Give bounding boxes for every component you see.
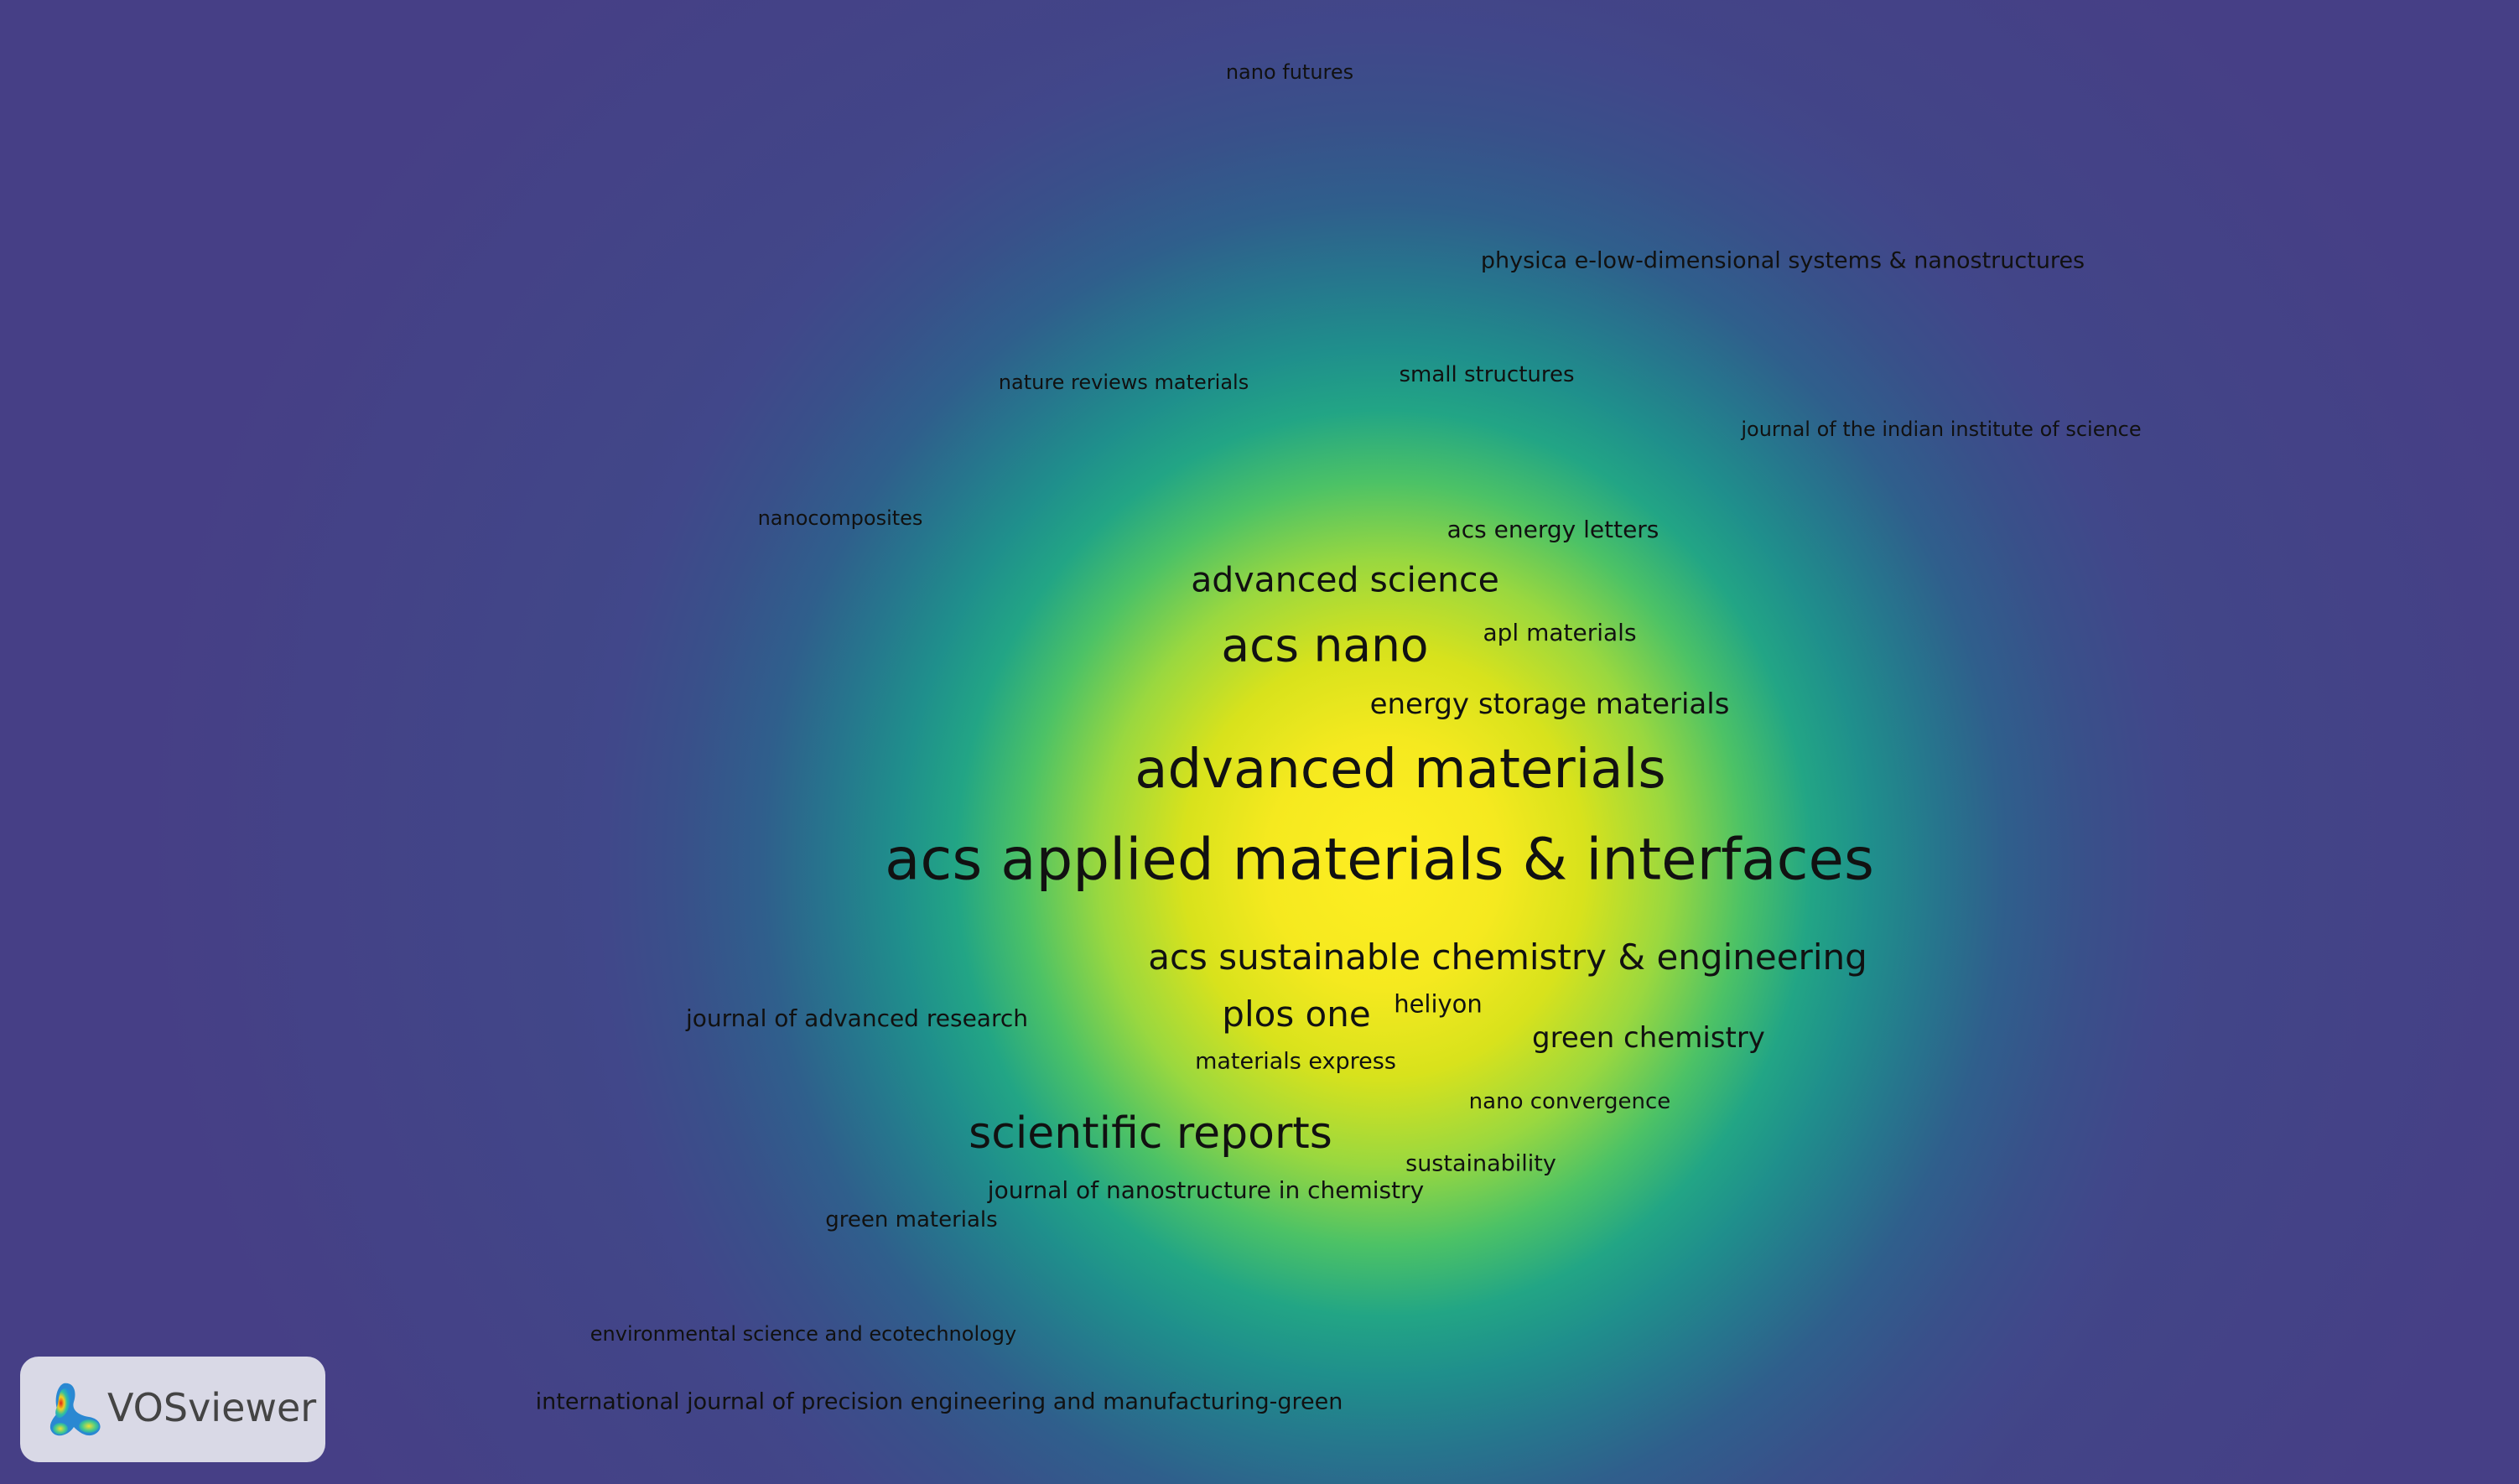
map-label-small-structures[interactable]: small structures xyxy=(1399,362,1575,387)
vosviewer-logo-icon xyxy=(49,1383,101,1436)
map-label-acs-nano[interactable]: acs nano xyxy=(1221,618,1429,672)
map-label-journal-of-nanostructure-in-chemistry[interactable]: journal of nanostructure in chemistry xyxy=(987,1176,1425,1204)
map-label-nano-convergence[interactable]: nano convergence xyxy=(1468,1089,1671,1114)
vosviewer-logo-text: VOSviewer xyxy=(107,1385,317,1430)
map-label-plos-one[interactable]: plos one xyxy=(1222,994,1371,1035)
map-label-scientific-reports[interactable]: scientific reports xyxy=(969,1108,1332,1159)
map-label-journal-of-advanced-research[interactable]: journal of advanced research xyxy=(686,1004,1028,1032)
map-label-advanced-materials[interactable]: advanced materials xyxy=(1135,739,1666,801)
map-label-materials-express[interactable]: materials express xyxy=(1195,1048,1396,1075)
map-label-nature-reviews-materials[interactable]: nature reviews materials xyxy=(998,371,1249,394)
map-label-green-chemistry[interactable]: green chemistry xyxy=(1532,1021,1765,1055)
map-label-apl-materials[interactable]: apl materials xyxy=(1483,619,1637,646)
map-label-international-journal-precision-engineering[interactable]: international journal of precision engin… xyxy=(535,1388,1343,1415)
map-label-nano-futures[interactable]: nano futures xyxy=(1225,60,1354,84)
map-label-advanced-science[interactable]: advanced science xyxy=(1191,559,1499,600)
map-label-journal-indian-institute-science[interactable]: journal of the indian institute of scien… xyxy=(1741,418,2142,441)
map-label-acs-energy-letters[interactable]: acs energy letters xyxy=(1446,516,1659,543)
map-label-acs-sustainable-chemistry-engineering[interactable]: acs sustainable chemistry & engineering xyxy=(1148,937,1867,978)
map-label-physica-e[interactable]: physica e-low-dimensional systems & nano… xyxy=(1480,247,2085,274)
map-label-green-materials[interactable]: green materials xyxy=(825,1207,998,1232)
map-label-heliyon[interactable]: heliyon xyxy=(1394,989,1483,1019)
map-label-nanocomposites[interactable]: nanocomposites xyxy=(757,506,923,530)
map-label-environmental-science-ecotechnology[interactable]: environmental science and ecotechnology xyxy=(589,1322,1017,1346)
map-label-acs-applied-materials-interfaces[interactable]: acs applied materials & interfaces xyxy=(885,826,1874,894)
map-label-sustainability[interactable]: sustainability xyxy=(1405,1150,1556,1177)
map-label-energy-storage-materials[interactable]: energy storage materials xyxy=(1369,688,1730,721)
vosviewer-logo: VOSviewer xyxy=(20,1357,325,1462)
